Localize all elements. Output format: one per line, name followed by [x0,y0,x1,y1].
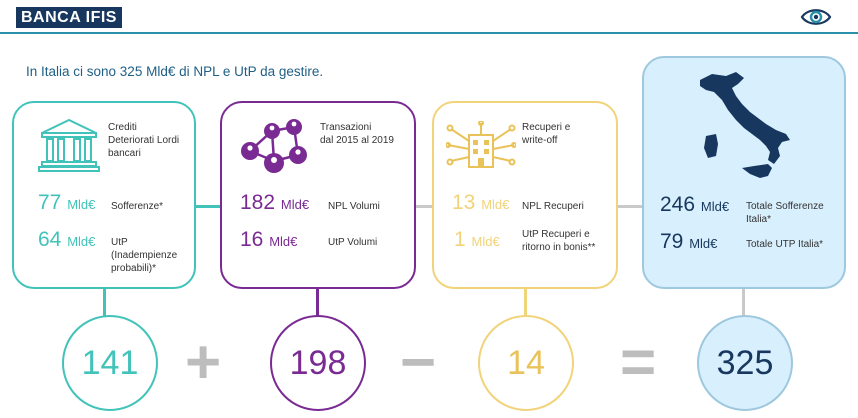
card1-title-line2: Deteriorati Lordi [108,135,180,146]
card3-row1-value: 13 [452,191,476,214]
card4-row1-value: 246 [660,193,696,216]
card-transazioni: Transazioni dal 2015 al 2019 182 Mld€ NP… [220,101,416,289]
term-circle-1: 141 [62,315,158,411]
connector-3-4 [618,205,642,208]
banca-ifis-logo: BANCA IFIS [16,7,122,28]
eye-icon[interactable] [800,6,832,28]
minus-operator: − [400,328,437,397]
card4-row1-label-line2: Italia* [746,214,772,225]
card2-row1-unit: Mld€ [280,197,310,212]
building-circuit-icon [446,121,516,168]
card-recuperi: Recuperi e write-off 13 Mld€ NPL Recuper… [432,101,618,289]
card1-row2-label-line2: (Inadempienze [111,250,178,261]
card3-row1-unit: Mld€ [481,197,510,212]
card4-row2-label: Totale UTP Italia* [746,239,824,250]
card2-row2-label: UtP Volumi [328,237,378,248]
page-headline: In Italia ci sono 325 Mld€ di NPL e UtP … [26,64,324,79]
card3-row2-unit: Mld€ [471,234,500,249]
connector-1-2 [196,205,220,208]
card2-row2-unit: Mld€ [269,234,298,249]
card2-row1-label: NPL Volumi [328,201,380,212]
card3-row2-label-line2: ritorno in bonis** [522,242,596,253]
vconnector-4 [742,289,745,319]
card2-row2-value: 16 [240,228,264,251]
card3-row1-label: NPL Recuperi [522,201,584,212]
card-totale-italia: 246 Mld€ Totale Sofferenze Italia* 79 Ml… [642,56,846,289]
card3-row2-label-line1: UtP Recuperi e [522,229,590,240]
card3-title-line1: Recuperi e [522,122,571,133]
card3-row2-value: 1 [454,228,466,251]
card1-title-line3: bancari [108,148,141,159]
vconnector-1 [103,289,106,319]
card1-row2-unit: Mld€ [67,234,96,249]
card2-row1-value: 182 [240,191,276,214]
network-people-icon [241,119,307,173]
connector-2-3 [416,205,432,208]
card4-row2-unit: Mld€ [689,236,718,251]
card1-row1-label: Sofferenze* [111,201,164,212]
plus-operator: + [185,328,222,397]
card1-title-line1: Crediti [108,122,137,133]
card3-title-line2: write-off [522,135,558,146]
card1-row1-unit: Mld€ [67,197,96,212]
equals-operator: = [620,328,657,397]
card4-row1-label-line1: Totale Sofferenze [746,201,824,212]
card1-row2-label-line3: probabili)* [111,263,157,274]
term-circle-4: 325 [697,315,793,411]
bank-icon [38,118,100,172]
header-divider [0,32,858,34]
card4-row1-unit: Mld€ [700,199,730,214]
card4-row2-value: 79 [660,230,684,253]
card2-title-line1: Transazioni [320,122,372,133]
italy-map-icon [700,72,790,178]
term-circle-3: 14 [478,315,574,411]
card1-row2-label-line1: UtP [111,237,128,248]
card-crediti-deteriorati: Crediti Deteriorati Lordi bancari 77 Mld… [12,101,196,289]
vconnector-2 [316,289,319,319]
card2-title-line2: dal 2015 al 2019 [320,135,394,146]
vconnector-3 [524,289,527,319]
card1-row1-value: 77 [38,191,62,214]
term-circle-2: 198 [270,315,366,411]
card1-row2-value: 64 [38,228,62,251]
